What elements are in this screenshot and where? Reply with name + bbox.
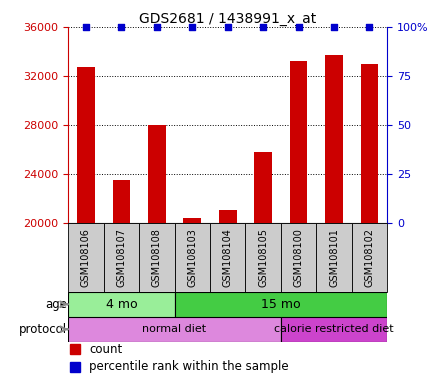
Text: age: age <box>45 298 67 311</box>
Bar <box>246 223 281 292</box>
Text: GSM108103: GSM108103 <box>187 228 197 287</box>
Bar <box>104 223 139 292</box>
Bar <box>175 292 387 317</box>
Text: GSM108104: GSM108104 <box>223 228 233 287</box>
Point <box>366 24 373 30</box>
Text: 4 mo: 4 mo <box>106 298 137 311</box>
Point <box>260 24 267 30</box>
Text: GSM108107: GSM108107 <box>116 228 126 287</box>
Point <box>118 24 125 30</box>
Bar <box>361 64 378 223</box>
Bar <box>281 317 387 342</box>
Bar <box>210 223 246 292</box>
Title: GDS2681 / 1438991_x_at: GDS2681 / 1438991_x_at <box>139 12 316 26</box>
Text: protocol: protocol <box>19 323 67 336</box>
Point <box>82 24 89 30</box>
Bar <box>68 223 104 292</box>
Bar <box>175 223 210 292</box>
Bar <box>148 125 166 223</box>
Bar <box>254 152 272 223</box>
Text: GSM108100: GSM108100 <box>293 228 304 287</box>
Bar <box>68 317 281 342</box>
Text: calorie restricted diet: calorie restricted diet <box>274 324 394 334</box>
Text: GSM108106: GSM108106 <box>81 228 91 287</box>
Text: percentile rank within the sample: percentile rank within the sample <box>89 360 289 373</box>
Point <box>295 24 302 30</box>
Point <box>224 24 231 30</box>
Bar <box>183 218 201 223</box>
Bar <box>352 223 387 292</box>
Text: GSM108101: GSM108101 <box>329 228 339 287</box>
Bar <box>139 223 175 292</box>
Bar <box>316 223 352 292</box>
Text: normal diet: normal diet <box>143 324 207 334</box>
Bar <box>290 61 308 223</box>
Point <box>189 24 196 30</box>
Point <box>153 24 160 30</box>
Bar <box>68 292 175 317</box>
Text: GSM108105: GSM108105 <box>258 228 268 287</box>
Bar <box>325 55 343 223</box>
Point <box>330 24 337 30</box>
Text: GSM108108: GSM108108 <box>152 228 162 287</box>
Text: GSM108102: GSM108102 <box>364 228 374 287</box>
Bar <box>113 180 130 223</box>
Text: 15 mo: 15 mo <box>261 298 301 311</box>
Bar <box>77 67 95 223</box>
Bar <box>281 223 316 292</box>
Bar <box>219 210 237 223</box>
Text: count: count <box>89 343 122 356</box>
